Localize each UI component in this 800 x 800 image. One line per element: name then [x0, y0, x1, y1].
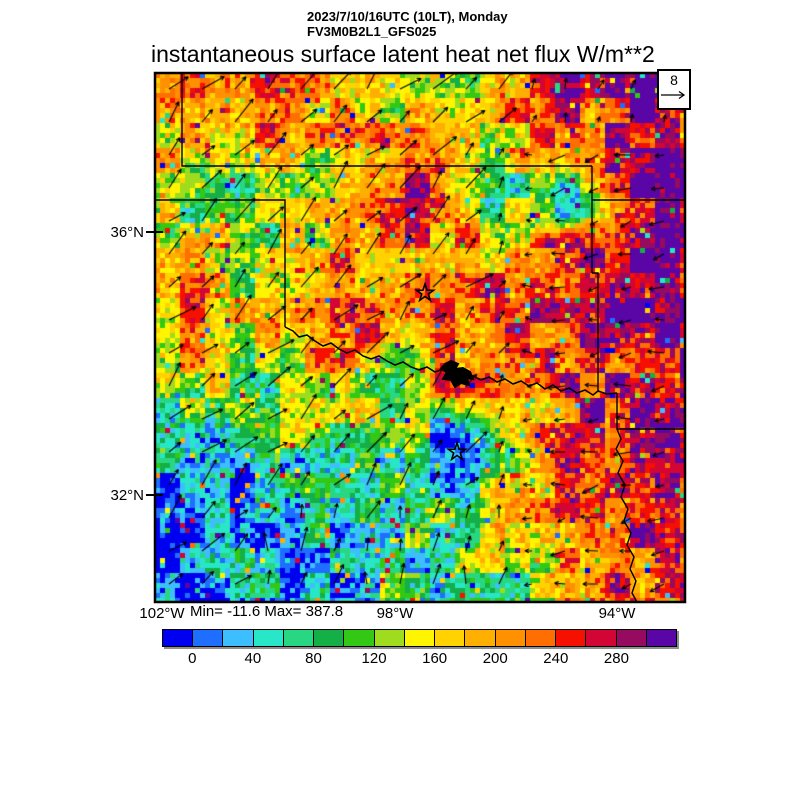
lon-label-98w: 98°W	[376, 605, 414, 622]
star-marker-2	[446, 440, 468, 462]
colorbar-label: 160	[422, 650, 448, 667]
lon-label-94w: 94°W	[598, 605, 636, 622]
colorbar-label: 200	[482, 650, 508, 667]
reference-arrow-icon	[661, 90, 686, 100]
heatmap-canvas	[155, 73, 685, 602]
colorbar-segment	[192, 630, 223, 646]
lat-tick-32n	[146, 494, 163, 496]
state-border-helper	[592, 166, 685, 273]
state-border-panhandle-line	[155, 199, 286, 327]
colorbar-label: 120	[361, 650, 387, 667]
colorbar-segment	[282, 630, 314, 646]
map-frame	[153, 71, 687, 604]
colorbar-segment	[464, 630, 495, 646]
colorbar-label: 40	[244, 650, 262, 667]
colorbar-labels: 0 40 80 120 160 200 240 280	[162, 650, 677, 668]
stats-minmax: Min= -11.6 Max= 387.8	[190, 603, 344, 620]
header-model: FV3M0B2L1_GFS025	[307, 24, 437, 39]
state-border-kansas-line	[181, 73, 592, 167]
colorbar-segment	[645, 630, 676, 646]
lon-label-102w: 102°W	[139, 605, 185, 622]
state-border-oklahoma-arkansas-line	[592, 272, 599, 391]
colorbar-segment	[373, 630, 404, 646]
lat-tick-36n	[146, 231, 163, 233]
state-border-texas-arkansas-line	[616, 393, 685, 430]
star-marker-1	[414, 281, 436, 303]
colorbar-segment	[222, 630, 253, 646]
map-area: 8	[153, 69, 691, 604]
colorbar-label: 240	[543, 650, 569, 667]
colorbar-segment	[585, 630, 616, 646]
colorbar-segment	[252, 630, 283, 646]
lat-label-32n: 32°N	[110, 487, 144, 504]
colorbar-label: 280	[603, 650, 629, 667]
colorbar-segment	[434, 630, 465, 646]
colorbar-segment	[555, 630, 586, 646]
lake-texoma-marker	[439, 359, 475, 389]
colorbar-segment	[494, 630, 525, 646]
colorbar-segment	[313, 630, 344, 646]
colorbar-segment	[163, 630, 193, 646]
colorbar	[162, 629, 677, 647]
header-datetime: 2023/7/10/16UTC (10LT), Monday	[307, 9, 508, 24]
chart-title: instantaneous surface latent heat net fl…	[151, 41, 655, 67]
colorbar-segment	[524, 630, 556, 646]
colorbar-label: 80	[305, 650, 322, 667]
reference-arrow-box: 8	[657, 69, 691, 110]
colorbar-segment	[403, 630, 435, 646]
reference-arrow-value: 8	[670, 72, 678, 88]
borders-overlay	[153, 71, 687, 604]
sabine-river-line	[615, 428, 638, 603]
colorbar-segment	[343, 630, 374, 646]
lat-label-36n: 36°N	[110, 224, 144, 241]
colorbar-label: 0	[188, 650, 197, 667]
colorbar-segment	[615, 630, 646, 646]
